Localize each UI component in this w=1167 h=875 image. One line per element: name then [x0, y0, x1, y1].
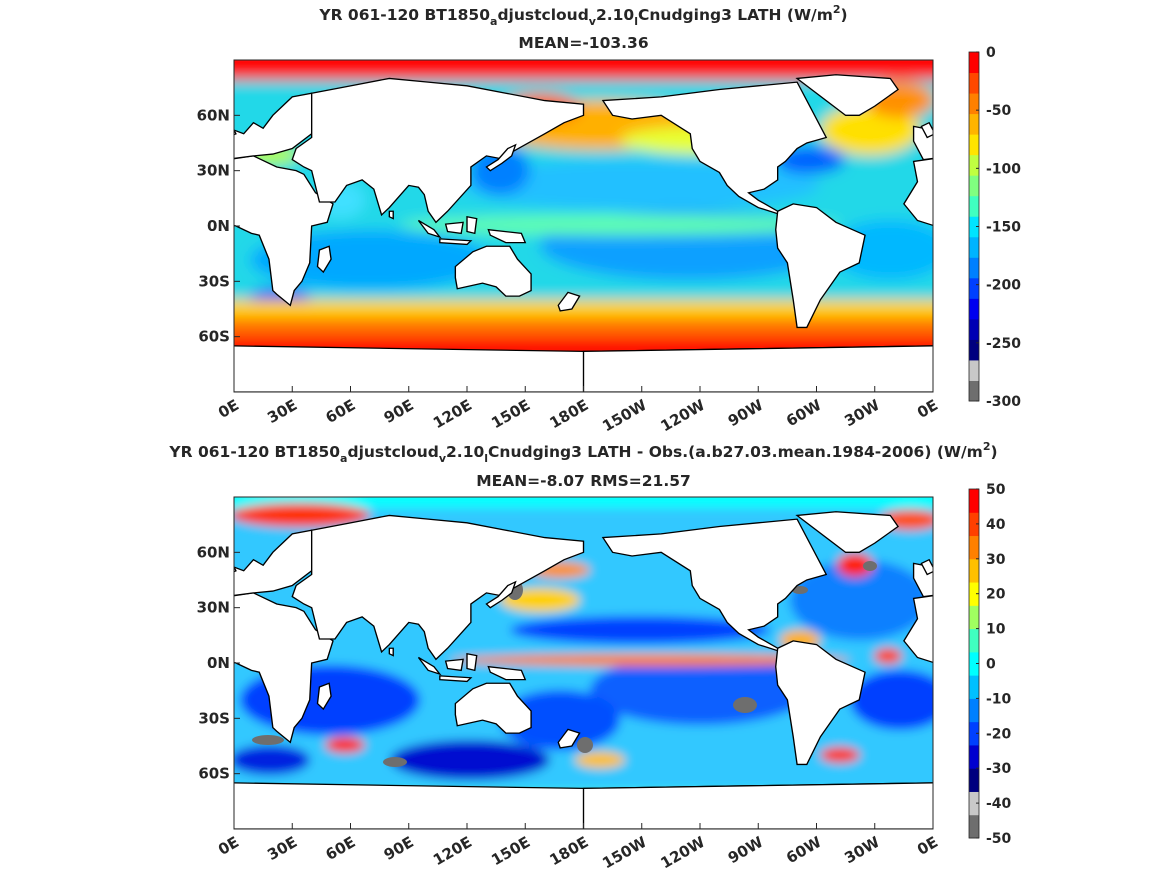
top-map-subtitle: MEAN=-103.36 [518, 34, 649, 52]
y-tick-label: 0N [207, 217, 230, 235]
x-tick-label: 150W [599, 833, 650, 873]
x-tick-label: 90E [381, 396, 417, 427]
colorbar-swatch [969, 113, 979, 135]
colorbar-swatch [969, 651, 979, 676]
y-tick-label: 60S [198, 765, 230, 783]
colorbar-swatch [969, 72, 979, 94]
y-tick-label: 60N [197, 543, 230, 561]
x-tick-label: 90E [381, 833, 417, 864]
colorbar-tick-label: 10 [986, 622, 1006, 638]
colorbar-tick-label: -50 [986, 103, 1012, 119]
colorbar-tick-label: -10 [986, 691, 1012, 707]
colorbar-swatch [969, 257, 979, 279]
y-tick-label: 30N [197, 162, 230, 180]
y-tick-label: 0N [207, 654, 230, 672]
colorbar-swatch [969, 675, 979, 699]
colorbar-swatch [969, 195, 979, 217]
x-tick-label: 120W [658, 833, 709, 873]
colorbar-swatch [969, 512, 979, 537]
colorbar-swatch [969, 359, 979, 381]
x-tick-label: 90W [725, 833, 767, 868]
x-tick-label: 180E [547, 396, 592, 432]
x-tick-label: 120W [658, 396, 709, 436]
top-map-title: YR 061-120 BT1850adjustcloudv2.10lCnudgi… [319, 3, 848, 28]
colorbar-swatch [969, 628, 979, 653]
bottom-map-subtitle: MEAN=-8.07 RMS=21.57 [476, 472, 691, 490]
colorbar-swatch [969, 216, 979, 238]
x-tick-label: 120E [430, 396, 475, 432]
colorbar-swatch [969, 236, 979, 258]
x-tick-label: 30W [841, 396, 883, 431]
colorbar-swatch [969, 175, 979, 197]
x-tick-label: 0E [914, 833, 941, 859]
colorbar-swatch [969, 605, 979, 630]
bottom-map-title: YR 061-120 BT1850adjustcloudv2.10lCnudgi… [169, 440, 998, 465]
colorbar-tick-label: -250 [986, 336, 1021, 352]
y-tick-label: 30N [197, 599, 230, 617]
colorbar-tick-label: 50 [986, 482, 1006, 498]
x-tick-label: 60W [783, 396, 825, 431]
top-map [233, 59, 934, 393]
x-tick-label: 60E [323, 396, 359, 427]
colorbar-swatch [969, 277, 979, 299]
y-tick-label: 60S [198, 328, 230, 346]
colorbar-swatch [969, 489, 979, 513]
colorbar-tick-label: 40 [986, 517, 1006, 533]
x-tick-label: 90W [725, 396, 767, 431]
colorbar-swatch [969, 134, 979, 156]
colorbar-swatch [969, 721, 979, 746]
bottom-colorbar: 50 40 30 20 10 0 -10 -20 -30 -40 -50 [968, 482, 1012, 847]
colorbar-swatch [969, 154, 979, 176]
colorbar-swatch [969, 380, 979, 402]
colorbar-swatch [969, 768, 979, 792]
y-tick-label: 60N [197, 106, 230, 124]
colorbar-swatch [969, 93, 979, 115]
colorbar-swatch [969, 535, 979, 560]
y-tick-label: 30S [198, 709, 230, 727]
colorbar-tick-label: 0 [986, 657, 996, 673]
colorbar-swatch [969, 744, 979, 769]
colorbar-tick-label: 0 [986, 45, 996, 61]
colorbar-swatch [969, 318, 979, 340]
x-tick-label: 180E [547, 833, 592, 869]
colorbar-swatch [969, 298, 979, 320]
bottom-map-masked [252, 561, 877, 767]
colorbar-swatch [969, 558, 979, 583]
colorbar-tick-label: -30 [986, 761, 1012, 777]
colorbar-tick-label: -40 [986, 796, 1012, 812]
colorbar-tick-label: 20 [986, 587, 1006, 603]
colorbar-swatch [969, 52, 979, 74]
top-colorbar: 0 -50 -100 -150 -200 -250 -300 [968, 45, 1021, 410]
x-tick-label: 150E [488, 396, 533, 432]
x-tick-label: 150E [488, 833, 533, 869]
colorbar-tick-label: -20 [986, 726, 1012, 742]
x-tick-label: 30E [264, 833, 300, 864]
colorbar-swatch [969, 791, 979, 816]
bottom-map [233, 496, 934, 830]
colorbar-tick-label: 30 [986, 552, 1006, 568]
colorbar-tick-label: -150 [986, 220, 1021, 236]
x-tick-label: 0E [215, 833, 242, 859]
x-tick-label: 60E [323, 833, 359, 864]
x-tick-label: 30W [841, 833, 883, 868]
colorbar-tick-label: -100 [986, 161, 1021, 177]
colorbar-swatch [969, 814, 979, 839]
x-tick-label: 30E [264, 396, 300, 427]
y-tick-label: 30S [198, 272, 230, 290]
colorbar-tick-label: -300 [986, 394, 1021, 410]
colorbar-swatch [969, 339, 979, 361]
colorbar-swatch [969, 582, 979, 606]
colorbar-tick-label: -200 [986, 278, 1021, 294]
x-tick-label: 150W [599, 396, 650, 436]
x-tick-label: 120E [430, 833, 475, 869]
colorbar-tick-label: -50 [986, 831, 1012, 847]
x-tick-label: 60W [783, 833, 825, 868]
x-tick-label: 0E [914, 396, 941, 422]
colorbar-swatch [969, 698, 979, 723]
x-tick-label: 0E [215, 396, 242, 422]
